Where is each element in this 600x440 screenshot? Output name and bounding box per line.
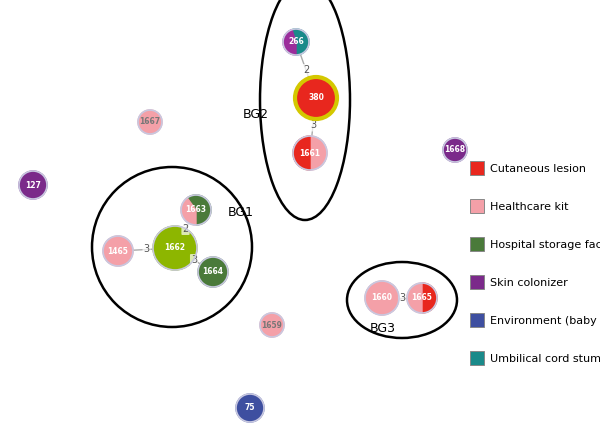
Wedge shape	[283, 29, 296, 55]
Text: 1660: 1660	[371, 293, 392, 302]
Wedge shape	[293, 136, 310, 170]
Text: 75: 75	[245, 403, 255, 412]
Text: Umbilical cord stump: Umbilical cord stump	[490, 354, 600, 364]
Text: 3: 3	[143, 245, 149, 254]
Wedge shape	[310, 136, 327, 170]
Circle shape	[365, 281, 399, 315]
Circle shape	[260, 313, 284, 337]
Circle shape	[236, 394, 264, 422]
Text: 2: 2	[303, 65, 309, 75]
Text: Skin colonizer: Skin colonizer	[490, 278, 568, 288]
Text: 380: 380	[308, 93, 324, 103]
Bar	[470, 275, 484, 289]
Text: 1663: 1663	[185, 205, 206, 214]
Text: 1465: 1465	[107, 246, 128, 256]
Text: Cutaneous lesion: Cutaneous lesion	[490, 164, 586, 174]
Wedge shape	[292, 29, 309, 55]
Text: 3: 3	[310, 121, 316, 131]
Wedge shape	[407, 283, 422, 313]
Text: 2: 2	[182, 224, 188, 234]
Text: BG2: BG2	[243, 109, 269, 121]
Wedge shape	[422, 283, 437, 313]
Text: 1659: 1659	[262, 320, 283, 330]
Circle shape	[198, 257, 228, 287]
Circle shape	[153, 226, 197, 270]
Text: Hospital storage facility: Hospital storage facility	[490, 240, 600, 250]
Text: 3: 3	[399, 293, 405, 303]
Text: 3: 3	[191, 255, 197, 265]
Text: BG1: BG1	[228, 206, 254, 220]
Text: 1662: 1662	[164, 243, 185, 253]
Bar	[470, 161, 484, 175]
Text: Healthcare kit: Healthcare kit	[490, 202, 569, 212]
Circle shape	[19, 171, 47, 199]
Circle shape	[295, 77, 337, 119]
Bar	[470, 351, 484, 365]
Wedge shape	[187, 195, 211, 225]
Circle shape	[138, 110, 162, 134]
Text: 266: 266	[288, 37, 304, 47]
Wedge shape	[181, 198, 196, 225]
Circle shape	[103, 236, 133, 266]
Text: 1668: 1668	[445, 146, 466, 154]
Bar	[470, 313, 484, 327]
Text: 1667: 1667	[139, 117, 161, 126]
Text: Environment (baby room): Environment (baby room)	[490, 316, 600, 326]
Circle shape	[443, 138, 467, 162]
Text: 1661: 1661	[299, 148, 320, 158]
Bar	[470, 199, 484, 213]
Text: 1665: 1665	[412, 293, 433, 302]
Text: 1664: 1664	[203, 268, 223, 276]
Bar	[470, 237, 484, 251]
Text: BG3: BG3	[370, 322, 396, 334]
Text: 127: 127	[25, 180, 41, 190]
